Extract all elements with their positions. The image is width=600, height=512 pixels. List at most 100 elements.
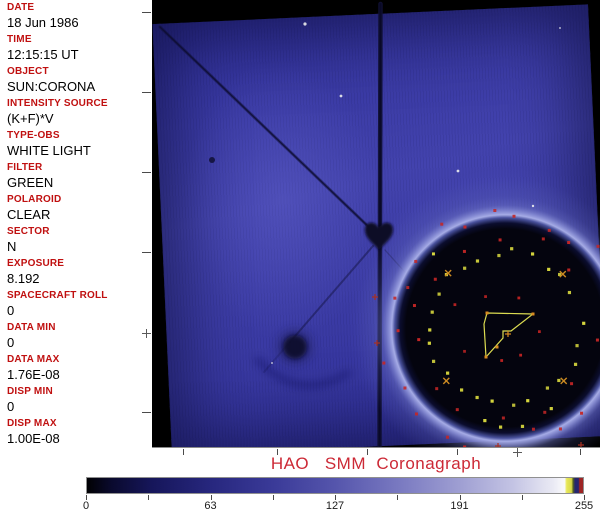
field-label: TIME <box>7 34 32 45</box>
plus-fiducial-markers <box>372 294 584 447</box>
dark-speck <box>209 157 215 163</box>
bottom-axis-tick <box>457 449 458 455</box>
roi-polygon <box>483 312 535 359</box>
colorbar-tick <box>459 495 461 500</box>
roi-vertex <box>484 355 488 359</box>
fiducial-ring <box>427 247 586 407</box>
colorbar-tick <box>397 495 399 500</box>
metadata-field: INTENSITY SOURCE (K+F)*V <box>0 96 152 128</box>
metadata-field: DATA MAX 1.76E-08 <box>0 352 152 384</box>
image-dark-line <box>159 26 375 233</box>
metadata-field: DISP MAX 1.00E-08 <box>0 416 152 448</box>
field-label: DATA MIN <box>7 322 56 333</box>
bright-speck <box>559 27 561 29</box>
colorbar-tick <box>521 495 523 500</box>
fiducial-ring <box>412 237 599 420</box>
occulting-disk <box>355 178 600 447</box>
metadata-sidebar: DATE 18 Jun 1986 TIME 12:15:15 UT OBJECT SUN:… <box>0 0 152 448</box>
metadata-field: POLAROID CLEAR <box>0 192 152 224</box>
left-axis-tick <box>142 172 151 173</box>
bright-speck <box>271 362 273 364</box>
metadata-field: DISP MIN 0 <box>0 384 152 416</box>
field-value: CLEAR <box>7 207 51 222</box>
fiducial-ring <box>431 252 435 256</box>
bottom-axis-plus-marker <box>513 448 522 457</box>
roi-vertex <box>495 345 499 349</box>
fiducial-ring <box>382 209 600 447</box>
left-axis-tick <box>142 412 151 413</box>
colorbar-tick-label: 63 <box>204 500 217 512</box>
field-label: SPACECRAFT ROLL <box>7 290 108 301</box>
colorbar-tick-label: 127 <box>325 500 345 512</box>
viewer-overlay <box>158 1 600 447</box>
colorbar-tick-label: 255 <box>574 500 594 512</box>
bottom-axis-tick <box>183 449 184 455</box>
metadata-field: OBJECT SUN:CORONA <box>0 64 152 96</box>
metadata-field: SECTOR N <box>0 224 152 256</box>
field-label: EXPOSURE <box>7 258 65 269</box>
colorbar-tick <box>148 495 150 500</box>
bright-speck <box>456 169 460 173</box>
field-value: 0 <box>7 399 15 414</box>
fiducial-ring <box>483 406 553 429</box>
bottom-axis-tick <box>367 449 368 455</box>
metadata-field: EXPOSURE 8.192 <box>0 256 152 288</box>
field-value: N <box>7 239 17 254</box>
left-axis-tick <box>142 252 151 253</box>
bright-speck <box>531 204 535 208</box>
colorbar-tick <box>86 495 87 500</box>
left-axis-tick <box>142 92 151 93</box>
image-title: HAO SMM Coronagraph <box>270 454 482 473</box>
metadata-field: FILTER GREEN <box>0 160 152 192</box>
field-value: 1.00E-08 <box>7 431 60 446</box>
field-value: SUN:CORONA <box>7 79 96 94</box>
fiducial-ring <box>453 295 541 362</box>
metadata-field: TIME 12:15:15 UT <box>0 32 152 64</box>
field-value: 0 <box>7 303 15 318</box>
bright-speck <box>303 22 307 26</box>
field-label: INTENSITY SOURCE <box>7 98 108 109</box>
field-label: DATE <box>7 2 35 13</box>
coronagraph-image <box>152 0 600 448</box>
field-label: SECTOR <box>7 226 50 237</box>
metadata-field: DATA MIN 0 <box>0 320 152 352</box>
dust-blob <box>283 335 307 359</box>
field-value: (K+F)*V <box>7 111 54 126</box>
roi-vertex <box>531 312 535 316</box>
field-label: DATA MAX <box>7 354 60 365</box>
colorbar-tick-label: 0 <box>82 500 90 512</box>
bottom-axis-tick <box>277 449 278 455</box>
field-value: 0 <box>7 335 15 350</box>
colorbar-tick <box>584 495 585 500</box>
field-value: 8.192 <box>7 271 40 286</box>
colorbar-tick <box>335 495 336 500</box>
field-label: POLAROID <box>7 194 62 205</box>
field-label: OBJECT <box>7 66 49 77</box>
field-label: TYPE-OBS <box>7 130 60 141</box>
bright-speck <box>339 94 343 98</box>
colorbar-tick <box>210 495 212 500</box>
metadata-field: TYPE-OBS WHITE LIGHT <box>0 128 152 160</box>
field-label: DISP MIN <box>7 386 53 397</box>
dust-blob-arc <box>253 355 352 389</box>
colorbar-gradient <box>86 477 584 494</box>
roi-vertex <box>485 311 489 315</box>
field-value: GREEN <box>7 175 54 190</box>
colorbar-tick <box>272 495 274 500</box>
field-value: 18 Jun 1986 <box>7 15 79 30</box>
image-dark-line <box>289 245 374 343</box>
field-value: WHITE LIGHT <box>7 143 91 158</box>
field-label: FILTER <box>7 162 43 173</box>
x-fiducial-markers <box>442 269 568 385</box>
left-axis-tick <box>142 12 151 13</box>
colorbar-tick-label: 191 <box>450 500 469 512</box>
bottom-axis-tick <box>580 449 581 455</box>
metadata-field: SPACECRAFT ROLL 0 <box>0 288 152 320</box>
field-value: 1.76E-08 <box>7 367 60 382</box>
left-axis-plus-marker <box>142 329 151 338</box>
field-label: DISP MAX <box>7 418 57 429</box>
metadata-field: DATE 18 Jun 1986 <box>0 0 152 32</box>
pylon-blob <box>364 222 394 250</box>
field-value: 12:15:15 UT <box>7 47 79 62</box>
